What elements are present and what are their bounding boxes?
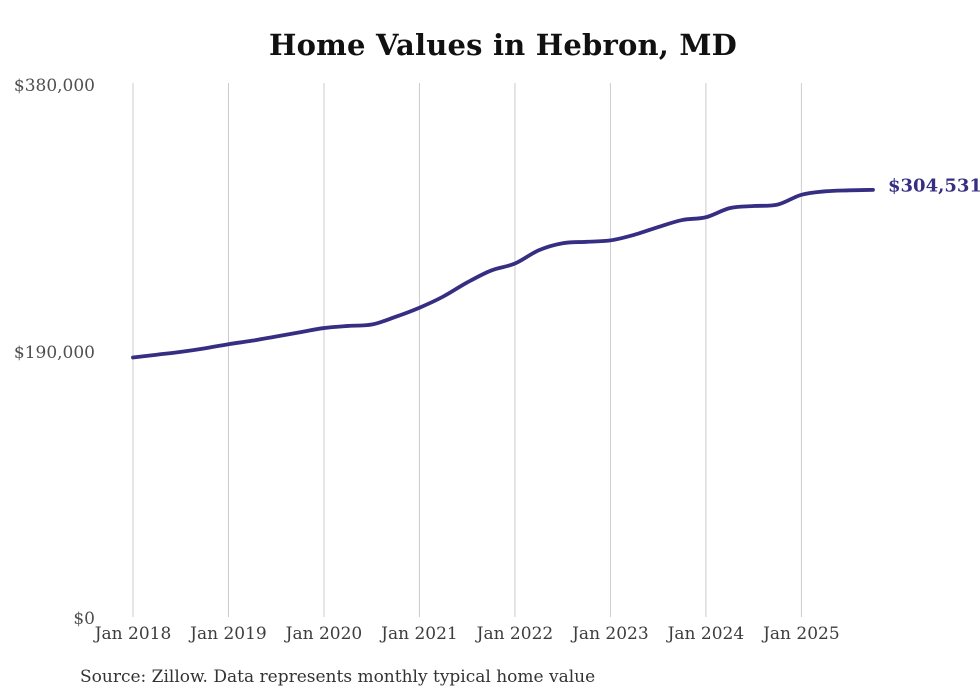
home-value-line: [131, 187, 875, 360]
chart-title: Home Values in Hebron, MD: [268, 28, 738, 62]
latest-value-label: $304,531: [888, 175, 980, 197]
x-axis-tick-label: Jan 2022: [476, 624, 554, 644]
x-axis-tick-label: Jan 2025: [763, 624, 840, 644]
source-note: Source: Zillow. Data represents monthly …: [80, 667, 596, 687]
y-axis-tick-label: $190,000: [13, 342, 95, 363]
x-axis-tick-label: Jan 2021: [381, 624, 458, 644]
x-axis-tick-label: Jan 2020: [285, 624, 363, 644]
x-axis-tick-label: Jan 2018: [94, 624, 172, 644]
x-axis-tick-label: Jan 2019: [190, 624, 267, 644]
y-axis-tick-label: $0: [73, 609, 95, 629]
x-axis-tick-label: Jan 2024: [667, 624, 745, 644]
y-axis-tick-label: $380,000: [13, 76, 95, 96]
x-axis-tick-label: Jan 2023: [572, 624, 649, 644]
